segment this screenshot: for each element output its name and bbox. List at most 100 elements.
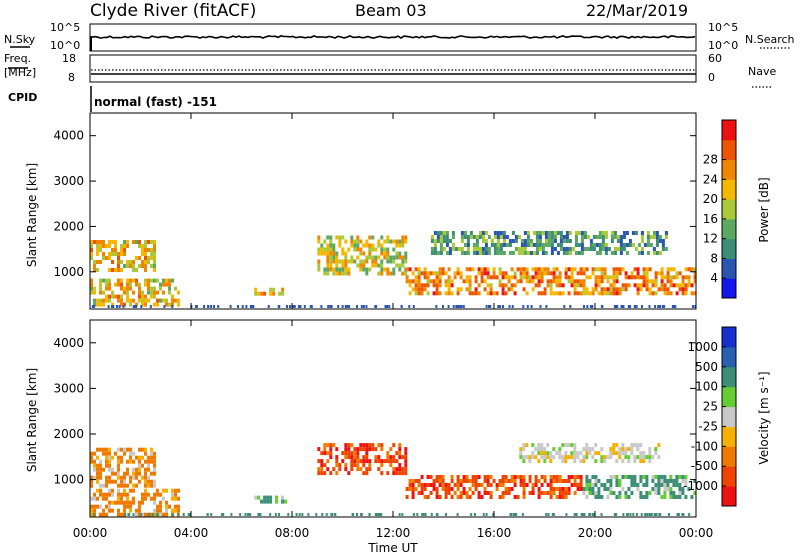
echo-cell [601, 231, 605, 235]
echo-cell [90, 512, 93, 517]
echo-cell [465, 479, 469, 483]
echo-cell [648, 305, 651, 308]
echo-cell [619, 235, 623, 239]
echo-cell [99, 447, 102, 452]
echo-cell [568, 247, 572, 251]
echo-cell [613, 231, 617, 235]
echo-cell [356, 235, 360, 240]
colorbar-swatch [722, 426, 736, 447]
echo-cell [153, 256, 156, 260]
echo-cell [93, 298, 96, 303]
echo-cell [681, 479, 685, 483]
echo-cell [456, 513, 459, 516]
echo-cell [558, 491, 562, 495]
echo-cell [528, 491, 532, 495]
echo-cell [439, 251, 443, 255]
echo-cell [144, 488, 147, 493]
echo-cell [579, 475, 583, 479]
echo-cell [117, 475, 120, 480]
echo-cell [564, 271, 568, 276]
power-cells [90, 231, 697, 308]
echo-cell [561, 283, 565, 288]
echo-cell [612, 475, 616, 479]
echo-cell [620, 305, 623, 308]
echo-cell [546, 483, 550, 487]
echo-cell [117, 298, 120, 303]
echo-cell [447, 483, 451, 487]
echo-cell [666, 287, 670, 292]
echo-cell [126, 459, 129, 464]
echo-cell [675, 483, 679, 487]
echo-cell [90, 278, 93, 283]
echo-cell [639, 475, 643, 479]
echo-cell [423, 271, 427, 276]
echo-cell [520, 247, 524, 251]
echo-cell [547, 235, 551, 239]
echo-cell [117, 500, 120, 505]
echo-cell [627, 305, 630, 308]
echo-cell [102, 244, 105, 248]
echo-cell [386, 247, 390, 252]
echo-cell [123, 248, 126, 252]
echo-cell [555, 487, 559, 491]
echo-cell [472, 251, 476, 255]
echo-cell [171, 508, 174, 513]
echo-cell [550, 231, 554, 235]
echo-cell [513, 275, 517, 280]
echo-cell [195, 305, 198, 308]
echo-cell [105, 298, 108, 303]
echo-cell [353, 459, 357, 464]
echo-cell [480, 275, 484, 280]
echo-cell [459, 287, 463, 292]
echo-cell [603, 487, 607, 491]
echo-cell [334, 513, 337, 516]
echo-cell [323, 251, 327, 256]
echo-cell [341, 459, 345, 464]
echo-cell [551, 513, 554, 516]
colorbar-tick-label: 1000 [687, 340, 718, 354]
echo-cell [483, 271, 487, 276]
echo-cell [639, 275, 643, 280]
echo-cell [598, 231, 602, 235]
echo-cell [648, 491, 652, 495]
echo-cell [414, 291, 418, 296]
echo-cell [501, 479, 505, 483]
echo-cell [483, 267, 487, 272]
echo-cell [429, 271, 433, 276]
echo-cell [522, 275, 526, 280]
echo-cell [657, 287, 661, 292]
echo-cell [615, 287, 619, 292]
echo-cell [329, 259, 333, 264]
echo-cell [132, 264, 135, 268]
echo-cell [135, 302, 138, 307]
colorbar-swatch [722, 159, 736, 180]
echo-cell [117, 471, 120, 476]
echo-cell [433, 247, 437, 251]
echo-cell [117, 459, 120, 464]
echo-cell [417, 267, 421, 272]
echo-cell [395, 459, 399, 464]
echo-cell [126, 264, 129, 268]
echo-cell [377, 467, 381, 472]
echo-cell [510, 487, 514, 491]
echo-cell [640, 247, 644, 251]
echo-cell [96, 479, 99, 484]
echo-cell [552, 271, 556, 276]
echo-cell [249, 513, 252, 516]
echo-cell [582, 287, 586, 292]
echo-cell [292, 305, 295, 308]
echo-cell [436, 239, 440, 243]
echo-cell [627, 459, 631, 464]
echo-cell [641, 305, 643, 308]
echo-cell [666, 275, 670, 280]
echo-cell [326, 251, 330, 256]
echo-cell [594, 451, 598, 456]
echo-cell [250, 305, 253, 308]
echo-cell [550, 239, 554, 243]
colorbar-tick-label: 500 [695, 360, 718, 374]
echo-cell [347, 451, 351, 456]
echo-cell [579, 483, 583, 487]
echo-cell [669, 475, 673, 479]
echo-cell [111, 305, 113, 308]
echo-cell [338, 463, 342, 468]
